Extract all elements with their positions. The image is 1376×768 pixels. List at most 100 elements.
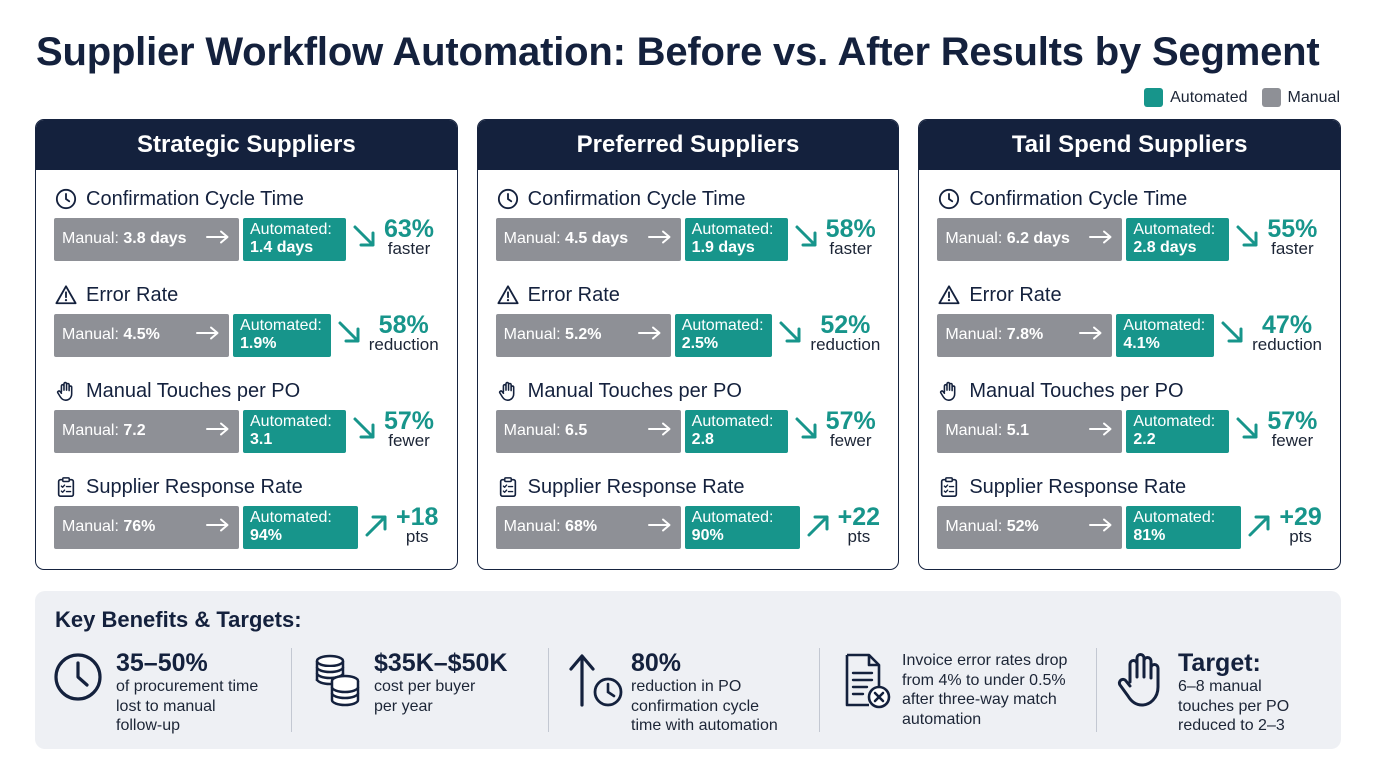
metric-block: Confirmation Cycle Time Manual: 6.2 days A…: [937, 184, 1322, 280]
warning-icon: [937, 283, 961, 307]
manual-value-box: Manual: 4.5%: [54, 313, 230, 357]
metric-block: Supplier Response Rate Manual: 52% Automat…: [937, 472, 1322, 568]
manual-value-box: Manual: 52%: [937, 505, 1123, 549]
benefit-divider: [291, 648, 292, 732]
metric-header: Error Rate: [937, 280, 1322, 310]
change-label: faster: [829, 239, 872, 258]
automated-prefix: Automated:: [1123, 317, 1206, 334]
metric-header: Supplier Response Rate: [496, 472, 881, 502]
automated-value: 2.8 days: [1133, 239, 1197, 256]
segment-panels: Strategic Suppliers Confirmation Cycle Ti…: [35, 119, 1342, 570]
manual-value-box: Manual: 76%: [54, 505, 239, 549]
change-text: 58% faster: [825, 215, 876, 259]
benefit-divider: [548, 648, 549, 732]
manual-prefix: Manual:: [503, 518, 561, 535]
change-value: 58%: [825, 215, 876, 243]
manual-value: 7.8%: [1006, 326, 1044, 343]
change-value: 52%: [820, 311, 871, 339]
metric-comparison: Manual: 52% Automated: 81% +29 pts: [937, 505, 1322, 549]
trend-down-icon: [337, 320, 363, 351]
change-label: pts: [847, 527, 871, 546]
metric-label: Supplier Response Rate: [527, 475, 745, 498]
benefit-value: 35–50%: [116, 649, 208, 677]
automated-value-box: Automated: 1.4 days: [243, 217, 346, 261]
metric-comparison: Manual: 3.8 days Automated: 1.4 days 63% fas…: [54, 217, 439, 261]
automated-value-box: Automated: 1.9 days: [684, 217, 788, 261]
change-text: +29 pts: [1279, 505, 1321, 547]
manual-value: 76%: [123, 518, 156, 535]
trend-up-icon: [806, 512, 832, 543]
warning-icon: [54, 283, 78, 307]
manual-value-box: Manual: 6.5: [495, 409, 681, 453]
metric-block: Confirmation Cycle Time Manual: 3.8 days A…: [54, 184, 439, 280]
metric-header: Manual Touches per PO: [937, 376, 1322, 406]
automated-prefix: Automated:: [1133, 221, 1216, 238]
change-text: 57% fewer: [1267, 409, 1317, 451]
change-text: 55% faster: [1267, 217, 1317, 259]
arrow-right-icon: [647, 422, 672, 441]
benefit-text: 35–50% of procurement time lost to manual…: [116, 649, 258, 736]
automated-value-box: Automated: 81%: [1126, 505, 1242, 549]
benefit-description: of procurement time lost to manual follo…: [116, 678, 259, 734]
change-label: reduction: [1252, 335, 1323, 354]
automated-value: 3.1: [250, 431, 273, 448]
hand-icon: [937, 379, 961, 403]
metric-block: Confirmation Cycle Time Manual: 4.5 days A…: [495, 184, 881, 280]
automated-prefix: Automated:: [250, 509, 332, 526]
manual-prefix: Manual:: [503, 326, 561, 343]
segment-metrics: Confirmation Cycle Time Manual: 3.8 days A…: [36, 170, 457, 568]
hand-icon: [54, 379, 78, 403]
trend-up-icon: [364, 512, 390, 543]
arrow-right-icon: [1089, 230, 1113, 249]
manual-prefix: Manual:: [945, 518, 1003, 535]
metric-block: Error Rate Manual: 7.8% Automated: 4.1% 47% r…: [937, 280, 1322, 376]
automated-value-box: Automated: 90%: [684, 505, 800, 549]
trend-down-icon: [1235, 416, 1261, 447]
change-value: 57%: [825, 407, 876, 435]
trend-down-icon: [1235, 224, 1261, 255]
metric-comparison: Manual: 4.5 days Automated: 1.9 days 58% fas…: [495, 215, 881, 261]
arrow-right-icon: [206, 230, 230, 249]
arrow-right-icon: [1089, 422, 1113, 441]
metric-comparison: Manual: 5.2% Automated: 2.5% 52% reduction: [495, 311, 881, 357]
manual-value: 6.5: [565, 422, 588, 439]
arrow-right-icon: [206, 518, 230, 537]
change-label: reduction: [810, 335, 881, 354]
automated-value: 1.9%: [240, 335, 277, 352]
legend-swatch-automated: [1144, 88, 1164, 107]
metric-header: Supplier Response Rate: [54, 472, 439, 502]
metric-comparison: Manual: 68% Automated: 90% +22 pts: [495, 505, 881, 549]
change-indicator: +18 pts: [364, 505, 438, 547]
segment-metrics: Confirmation Cycle Time Manual: 6.2 days A…: [919, 170, 1340, 568]
trend-down-icon: [352, 224, 378, 255]
legend-swatch-manual: [1261, 88, 1281, 107]
change-value: 58%: [378, 311, 429, 339]
change-indicator: 63% faster: [352, 217, 434, 259]
change-label: pts: [405, 527, 429, 546]
automated-prefix: Automated:: [250, 413, 332, 430]
clock-icon: [496, 187, 520, 211]
automated-prefix: Automated:: [691, 221, 774, 238]
change-text: 57% fewer: [384, 409, 434, 451]
manual-value: 68%: [565, 518, 598, 535]
arrow-right-icon: [647, 230, 672, 249]
benefit-value: $35K–$50K: [374, 649, 508, 677]
trend-down-icon: [352, 416, 378, 447]
segment-title: Preferred Suppliers: [477, 120, 899, 170]
metric-block: Manual Touches per PO Manual: 5.1 Automate…: [937, 376, 1322, 472]
manual-value: 6.2 days: [1006, 230, 1070, 247]
metric-label: Error Rate: [527, 283, 620, 306]
legend-label-manual: Manual: [1287, 88, 1340, 106]
segment-title: Strategic Suppliers: [36, 120, 457, 170]
hand-icon: [496, 379, 520, 403]
metric-comparison: Manual: 7.2 Automated: 3.1 57% fewer: [54, 409, 439, 453]
benefit-text: Invoice error rates drop from 4% to unde…: [902, 651, 1067, 729]
change-text: 47% reduction: [1252, 313, 1323, 355]
manual-value: 52%: [1006, 518, 1039, 535]
change-text: 52% reduction: [810, 311, 881, 355]
manual-prefix: Manual:: [945, 230, 1003, 247]
metric-comparison: Manual: 6.2 days Automated: 2.8 days 55% fas…: [937, 217, 1322, 261]
metric-header: Supplier Response Rate: [937, 472, 1322, 502]
change-text: 57% fewer: [825, 407, 876, 451]
metric-header: Manual Touches per PO: [496, 376, 881, 406]
